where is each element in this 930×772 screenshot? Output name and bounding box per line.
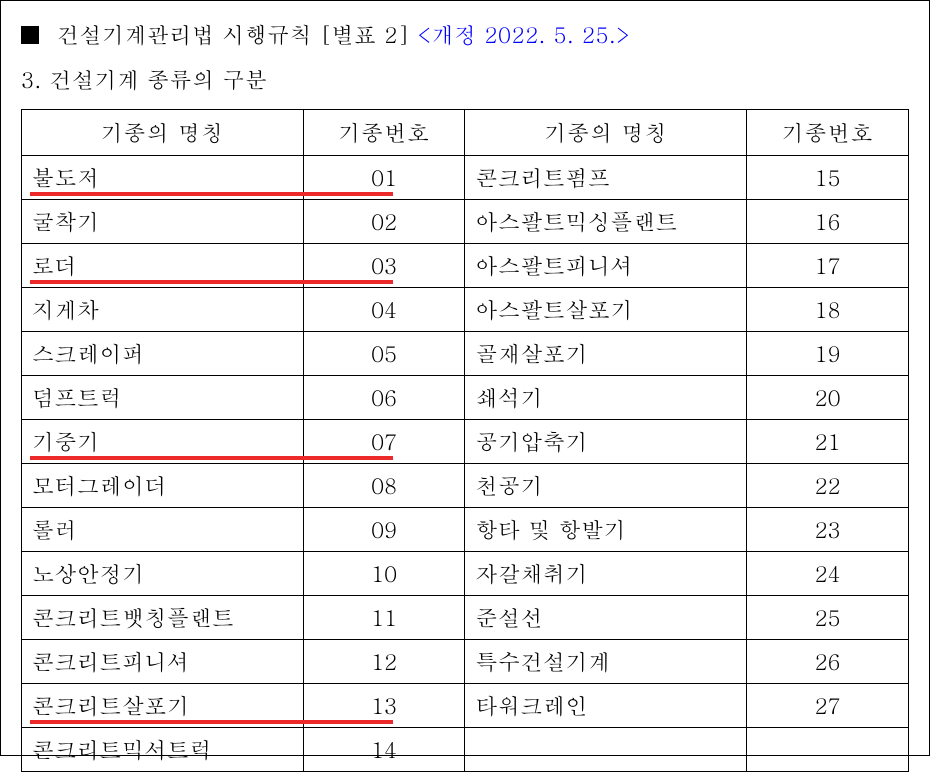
amend-date: <개정 2022. 5. 25.> <box>417 19 630 50</box>
equipment-name-left: 콘크리트뱃칭플랜트 <box>22 596 304 640</box>
table-row: 덤프트럭06쇄석기20 <box>22 376 909 420</box>
equipment-name-right: 특수건설기계 <box>465 640 747 684</box>
equipment-num-right: 15 <box>747 156 909 200</box>
document-page: 건설기계관리법 시행규칙 [별표 2] <개정 2022. 5. 25.> 3.… <box>0 0 930 756</box>
bullet-square-icon <box>21 26 39 44</box>
equipment-name-right: 타워크레인 <box>465 684 747 728</box>
table-row: 로더03아스팔트피니셔17 <box>22 244 909 288</box>
equipment-num-right: 25 <box>747 596 909 640</box>
table-row: 굴착기02아스팔트믹싱플랜트16 <box>22 200 909 244</box>
equipment-name-left: 롤러 <box>22 508 304 552</box>
equipment-num-right: 16 <box>747 200 909 244</box>
equipment-num-left: 08 <box>303 464 465 508</box>
equipment-name-left: 노상안정기 <box>22 552 304 596</box>
doc-title-text: 건설기계관리법 시행규칙 [별표 2] <box>57 19 410 50</box>
col-name-2: 기종의 명칭 <box>465 110 747 156</box>
equipment-num-right: 26 <box>747 640 909 684</box>
equipment-num-right: 20 <box>747 376 909 420</box>
table-body: 불도저01콘크리트펌프15굴착기02아스팔트믹싱플랜트16로더03아스팔트피니셔… <box>22 156 909 772</box>
equipment-num-right: 24 <box>747 552 909 596</box>
equipment-name-right: 공기압축기 <box>465 420 747 464</box>
table-row: 롤러09항타 및 항발기23 <box>22 508 909 552</box>
equipment-num-right <box>747 728 909 772</box>
equipment-num-left: 11 <box>303 596 465 640</box>
equipment-name-left: 콘크리트살포기 <box>22 684 304 728</box>
equipment-num-right: 22 <box>747 464 909 508</box>
equipment-num-left: 06 <box>303 376 465 420</box>
equipment-num-left: 13 <box>303 684 465 728</box>
col-num-1: 기종번호 <box>303 110 465 156</box>
equipment-num-left: 05 <box>303 332 465 376</box>
equipment-name-right: 아스팔트살포기 <box>465 288 747 332</box>
equipment-num-left: 02 <box>303 200 465 244</box>
table-row: 콘크리트믹서트럭14 <box>22 728 909 772</box>
equipment-name-left: 콘크리트믹서트럭 <box>22 728 304 772</box>
equipment-name-left: 모터그레이더 <box>22 464 304 508</box>
table-row: 지게차04아스팔트살포기18 <box>22 288 909 332</box>
equipment-name-right: 천공기 <box>465 464 747 508</box>
equipment-num-right: 18 <box>747 288 909 332</box>
col-name-1: 기종의 명칭 <box>22 110 304 156</box>
equipment-num-right: 27 <box>747 684 909 728</box>
equipment-num-right: 23 <box>747 508 909 552</box>
equipment-num-right: 19 <box>747 332 909 376</box>
equipment-num-left: 12 <box>303 640 465 684</box>
equipment-name-right: 골재살포기 <box>465 332 747 376</box>
equipment-name-right: 아스팔트믹싱플랜트 <box>465 200 747 244</box>
doc-subtitle: 3. 건설기계 종류의 구분 <box>21 64 909 95</box>
doc-title-line: 건설기계관리법 시행규칙 [별표 2] <개정 2022. 5. 25.> <box>21 19 909 50</box>
equipment-name-right: 콘크리트펌프 <box>465 156 747 200</box>
equipment-num-left: 07 <box>303 420 465 464</box>
equipment-name-left: 로더 <box>22 244 304 288</box>
equipment-name-left: 스크레이퍼 <box>22 332 304 376</box>
equipment-name-right <box>465 728 747 772</box>
equipment-num-left: 03 <box>303 244 465 288</box>
equipment-name-right: 준설선 <box>465 596 747 640</box>
equipment-num-right: 17 <box>747 244 909 288</box>
equipment-name-left: 불도저 <box>22 156 304 200</box>
table-row: 기중기07공기압축기21 <box>22 420 909 464</box>
equipment-num-left: 14 <box>303 728 465 772</box>
equipment-name-left: 콘크리트피니셔 <box>22 640 304 684</box>
equipment-name-right: 자갈채취기 <box>465 552 747 596</box>
col-num-2: 기종번호 <box>747 110 909 156</box>
table-row: 스크레이퍼05골재살포기19 <box>22 332 909 376</box>
equipment-name-left: 기중기 <box>22 420 304 464</box>
table-row: 노상안정기10자갈채취기24 <box>22 552 909 596</box>
table-row: 불도저01콘크리트펌프15 <box>22 156 909 200</box>
equipment-name-right: 쇄석기 <box>465 376 747 420</box>
equipment-name-right: 항타 및 항발기 <box>465 508 747 552</box>
equipment-table: 기종의 명칭 기종번호 기종의 명칭 기종번호 불도저01콘크리트펌프15굴착기… <box>21 109 909 772</box>
equipment-name-left: 굴착기 <box>22 200 304 244</box>
equipment-name-left: 덤프트럭 <box>22 376 304 420</box>
equipment-num-right: 21 <box>747 420 909 464</box>
equipment-name-left: 지게차 <box>22 288 304 332</box>
equipment-num-left: 10 <box>303 552 465 596</box>
table-header-row: 기종의 명칭 기종번호 기종의 명칭 기종번호 <box>22 110 909 156</box>
equipment-name-right: 아스팔트피니셔 <box>465 244 747 288</box>
equipment-num-left: 04 <box>303 288 465 332</box>
equipment-num-left: 01 <box>303 156 465 200</box>
table-row: 콘크리트살포기13타워크레인27 <box>22 684 909 728</box>
table-row: 콘크리트뱃칭플랜트11준설선25 <box>22 596 909 640</box>
equipment-num-left: 09 <box>303 508 465 552</box>
table-row: 모터그레이더08천공기22 <box>22 464 909 508</box>
table-row: 콘크리트피니셔12특수건설기계26 <box>22 640 909 684</box>
